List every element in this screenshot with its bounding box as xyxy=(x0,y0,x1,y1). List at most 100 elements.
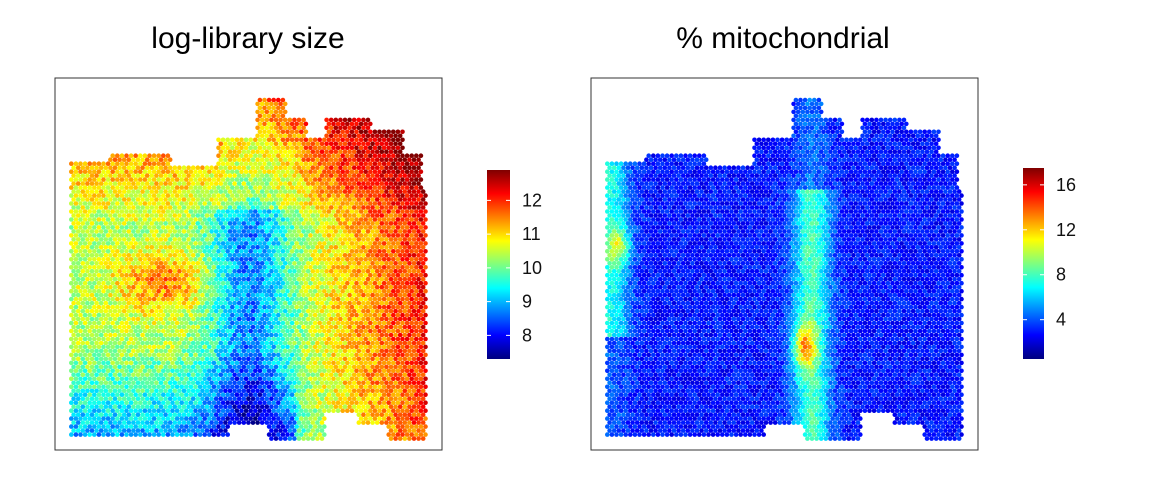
spot xyxy=(289,241,295,246)
spot xyxy=(397,157,403,162)
spot xyxy=(230,360,235,366)
spot xyxy=(128,384,134,390)
spot xyxy=(296,340,302,346)
spot xyxy=(101,265,106,270)
spot xyxy=(87,344,92,350)
spot xyxy=(328,253,334,258)
spot xyxy=(287,261,293,266)
spot xyxy=(349,360,355,366)
spot xyxy=(259,253,265,258)
spot xyxy=(404,169,410,174)
spot xyxy=(234,153,240,158)
spot xyxy=(227,229,233,234)
spot xyxy=(391,368,396,374)
spot xyxy=(243,272,249,278)
spot xyxy=(225,225,230,230)
spot xyxy=(400,137,405,143)
spot xyxy=(124,217,129,222)
spot xyxy=(326,320,332,326)
spot xyxy=(317,288,323,294)
spot xyxy=(287,372,293,378)
spot xyxy=(117,324,122,330)
spot xyxy=(165,265,171,270)
spot xyxy=(71,372,76,378)
spot xyxy=(384,157,389,162)
spot xyxy=(289,312,295,318)
spot xyxy=(358,384,364,390)
spot xyxy=(345,320,350,326)
spot xyxy=(324,253,329,258)
spot xyxy=(246,181,251,186)
spot xyxy=(310,181,316,186)
spot xyxy=(119,304,125,310)
spot xyxy=(142,177,148,182)
spot xyxy=(144,308,150,314)
spot xyxy=(282,205,288,210)
spot xyxy=(144,332,150,338)
spot xyxy=(356,380,362,386)
spot xyxy=(156,280,161,286)
spot xyxy=(75,276,81,282)
spot xyxy=(87,193,92,198)
spot xyxy=(273,237,279,242)
spot xyxy=(193,225,198,230)
spot xyxy=(368,344,373,350)
spot xyxy=(243,376,249,382)
spot xyxy=(402,388,408,394)
spot xyxy=(262,384,267,390)
spot xyxy=(335,249,341,254)
spot xyxy=(319,292,325,298)
spot xyxy=(246,380,251,386)
spot xyxy=(253,233,258,238)
spot xyxy=(128,193,134,198)
spot xyxy=(207,296,212,302)
spot xyxy=(409,272,415,278)
spot xyxy=(80,372,86,378)
spot xyxy=(225,145,230,151)
spot xyxy=(161,368,166,374)
spot xyxy=(374,141,380,147)
spot xyxy=(98,300,104,306)
spot xyxy=(112,316,118,322)
spot xyxy=(154,229,159,234)
spot xyxy=(388,173,394,178)
spot xyxy=(269,237,274,242)
spot xyxy=(181,181,187,186)
spot xyxy=(409,312,415,318)
spot xyxy=(395,265,401,270)
spot xyxy=(326,249,332,254)
spot xyxy=(193,217,198,222)
spot xyxy=(96,272,102,278)
spot xyxy=(158,205,164,210)
spot xyxy=(243,288,249,294)
spot xyxy=(181,308,187,314)
spot xyxy=(89,372,95,378)
spot xyxy=(393,165,398,170)
spot xyxy=(416,181,421,186)
spot xyxy=(333,332,339,338)
spot xyxy=(181,348,187,354)
spot xyxy=(149,237,155,242)
spot xyxy=(154,268,159,274)
spot xyxy=(225,320,230,326)
spot xyxy=(105,217,111,222)
spot xyxy=(239,177,244,182)
spot xyxy=(71,261,76,266)
spot xyxy=(257,233,263,238)
spot xyxy=(349,352,355,358)
spot xyxy=(328,125,334,131)
spot xyxy=(69,272,74,278)
spot xyxy=(388,221,394,226)
spot xyxy=(82,368,88,374)
spot xyxy=(124,376,129,382)
spot xyxy=(354,209,359,214)
spot xyxy=(269,149,274,154)
spot xyxy=(266,105,272,111)
spot xyxy=(356,324,362,330)
spot xyxy=(163,292,168,298)
spot xyxy=(204,205,210,210)
spot xyxy=(416,245,421,250)
spot xyxy=(89,284,95,290)
spot xyxy=(105,161,111,166)
spot xyxy=(239,272,244,278)
